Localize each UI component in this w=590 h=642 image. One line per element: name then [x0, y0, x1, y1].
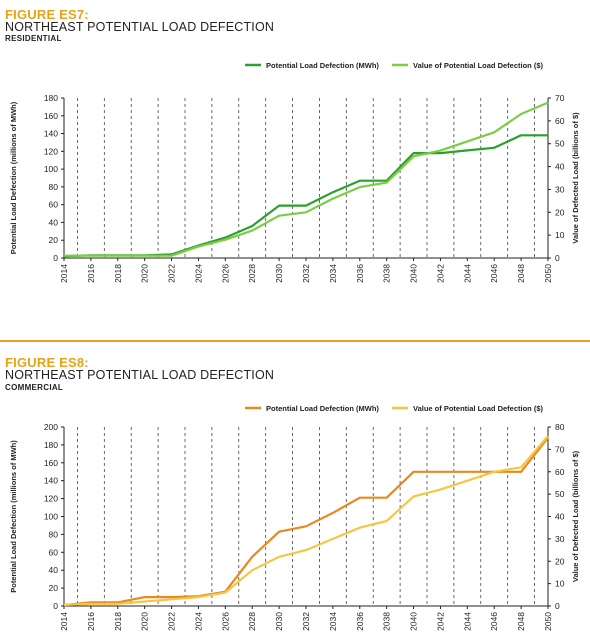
x-tick-label: 2050 [543, 264, 553, 283]
figure-title: NORTHEAST POTENTIAL LOAD DEFECTION [5, 20, 275, 34]
y-tick-label: 180 [44, 93, 58, 103]
y-tick-label: 200 [44, 422, 58, 432]
y-tick-label: 40 [49, 565, 59, 575]
x-tick-label: 2040 [409, 264, 419, 283]
series-line-0 [63, 437, 549, 607]
y-tick-label: 120 [44, 494, 58, 504]
chart-es7: 0204060801001201401601800102030405060702… [9, 61, 580, 283]
x-tick-label: 2016 [86, 612, 96, 631]
x-tick-label: 2018 [113, 264, 123, 283]
y-right-tick-label: 20 [555, 556, 565, 566]
x-tick-label: 2036 [355, 612, 365, 631]
x-tick-label: 2044 [462, 264, 472, 283]
x-tick-label: 2042 [435, 264, 445, 283]
figure-subtitle: COMMERCIAL [5, 383, 64, 392]
x-tick-label: 2046 [489, 612, 499, 631]
x-tick-label: 2024 [193, 264, 203, 283]
series-line-0 [63, 134, 548, 258]
x-tick-label: 2034 [328, 612, 338, 631]
y-tick-label: 60 [49, 200, 59, 210]
x-tick-label: 2048 [516, 264, 526, 283]
x-tick-label: 2036 [355, 264, 365, 283]
legend-label: Potential Load Defection (MWh) [266, 404, 379, 413]
y-right-tick-label: 10 [555, 230, 565, 240]
x-tick-label: 2042 [435, 612, 445, 631]
figure-title: NORTHEAST POTENTIAL LOAD DEFECTION [5, 368, 275, 382]
x-tick-label: 2028 [247, 264, 257, 283]
legend-label: Value of Potential Load Defection ($) [413, 61, 544, 70]
x-tick-label: 2016 [86, 264, 96, 283]
y-tick-label: 180 [44, 440, 58, 450]
y-right-tick-label: 30 [555, 184, 565, 194]
y-right-tick-label: 50 [555, 139, 565, 149]
x-tick-label: 2022 [167, 264, 177, 283]
y-right-tick-label: 0 [555, 253, 560, 263]
legend-label: Value of Potential Load Defection ($) [413, 404, 544, 413]
legend-label: Potential Load Defection (MWh) [266, 61, 379, 70]
series-line-1 [63, 435, 549, 606]
x-tick-label: 2026 [220, 612, 230, 631]
chart-es8: 0204060801001201401601802000102030405060… [9, 404, 580, 631]
y-tick-label: 140 [44, 476, 58, 486]
y-tick-label: 0 [53, 601, 58, 611]
x-tick-label: 2030 [274, 264, 284, 283]
figure-label: FIGURE ES7: [5, 7, 89, 22]
x-tick-label: 2034 [328, 264, 338, 283]
y-axis-label: Potential Load Defection (millions of MW… [9, 440, 18, 593]
y-tick-label: 80 [49, 182, 59, 192]
y-right-axis-label: Value of Defected Load (billions of $) [571, 450, 580, 582]
y-tick-label: 140 [44, 129, 58, 139]
x-tick-label: 2020 [140, 264, 150, 283]
y-axis-label: Potential Load Defection (millions of MW… [9, 101, 18, 254]
y-tick-label: 100 [44, 164, 58, 174]
x-tick-label: 2022 [167, 612, 177, 631]
y-right-tick-label: 40 [555, 512, 565, 522]
x-tick-label: 2032 [301, 264, 311, 283]
y-right-tick-label: 10 [555, 579, 565, 589]
y-tick-label: 160 [44, 111, 58, 121]
y-tick-label: 160 [44, 458, 58, 468]
x-tick-label: 2040 [409, 612, 419, 631]
x-tick-label: 2046 [489, 264, 499, 283]
y-tick-label: 120 [44, 146, 58, 156]
y-right-tick-label: 80 [555, 422, 565, 432]
y-right-tick-label: 40 [555, 162, 565, 172]
y-right-tick-label: 70 [555, 93, 565, 103]
x-tick-label: 2030 [274, 612, 284, 631]
figure-subtitle: RESIDENTIAL [5, 34, 62, 43]
x-tick-label: 2014 [59, 264, 69, 283]
figure-label: FIGURE ES8: [5, 355, 89, 370]
y-tick-label: 80 [49, 529, 59, 539]
y-right-tick-label: 50 [555, 489, 565, 499]
y-tick-label: 20 [49, 583, 59, 593]
x-tick-label: 2038 [382, 264, 392, 283]
y-tick-label: 20 [49, 235, 59, 245]
y-right-tick-label: 0 [555, 601, 560, 611]
x-tick-label: 2028 [247, 612, 257, 631]
figure-es7: FIGURE ES7: NORTHEAST POTENTIAL LOAD DEF… [0, 0, 590, 320]
x-tick-label: 2048 [516, 612, 526, 631]
y-right-tick-label: 30 [555, 534, 565, 544]
x-tick-label: 2026 [220, 264, 230, 283]
x-tick-label: 2044 [462, 612, 472, 631]
y-right-tick-label: 20 [555, 207, 565, 217]
y-tick-label: 40 [49, 217, 59, 227]
x-tick-label: 2018 [113, 612, 123, 631]
y-right-tick-label: 60 [555, 116, 565, 126]
x-tick-label: 2024 [193, 612, 203, 631]
y-tick-label: 60 [49, 547, 59, 557]
x-tick-label: 2020 [140, 612, 150, 631]
y-tick-label: 100 [44, 512, 58, 522]
x-tick-label: 2032 [301, 612, 311, 631]
section-divider [0, 340, 590, 342]
x-tick-label: 2050 [543, 612, 553, 631]
y-right-tick-label: 70 [555, 444, 565, 454]
x-tick-label: 2014 [59, 612, 69, 631]
y-right-axis-label: Value of Defected Load (billions of $) [571, 112, 580, 244]
figure-es8: FIGURE ES8: NORTHEAST POTENTIAL LOAD DEF… [0, 346, 590, 639]
y-tick-label: 0 [53, 253, 58, 263]
series-line-1 [64, 101, 549, 257]
x-tick-label: 2038 [382, 612, 392, 631]
y-right-tick-label: 60 [555, 467, 565, 477]
